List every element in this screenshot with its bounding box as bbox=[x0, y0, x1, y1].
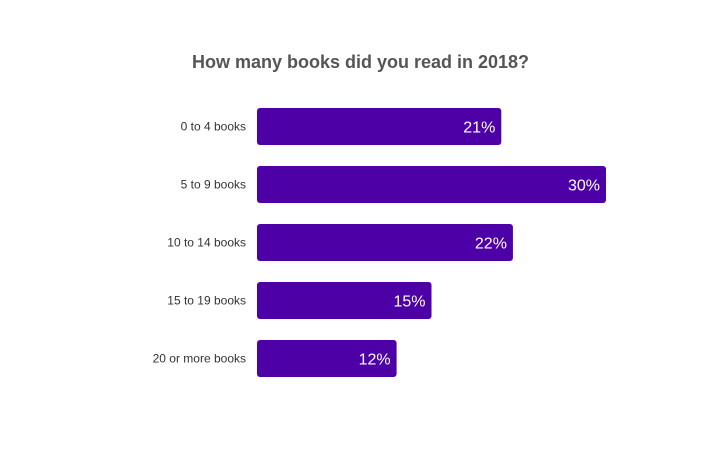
bar bbox=[257, 340, 397, 377]
bar bbox=[257, 282, 432, 319]
bar-value-label: 12% bbox=[359, 352, 391, 369]
bar-value-label: 30% bbox=[568, 178, 600, 195]
bar-value-label: 15% bbox=[393, 294, 425, 311]
bar bbox=[257, 108, 502, 145]
category-label: 0 to 4 books bbox=[181, 120, 246, 134]
category-label: 10 to 14 books bbox=[167, 236, 246, 250]
bar bbox=[257, 166, 606, 203]
bar bbox=[257, 224, 513, 261]
chart-title: How many books did you read in 2018? bbox=[191, 52, 530, 72]
bar-value-label: 21% bbox=[463, 120, 495, 137]
category-label: 20 or more books bbox=[153, 352, 246, 366]
category-label: 15 to 19 books bbox=[167, 294, 246, 308]
category-label: 5 to 9 books bbox=[181, 178, 246, 192]
bar-value-label: 22% bbox=[475, 236, 507, 253]
